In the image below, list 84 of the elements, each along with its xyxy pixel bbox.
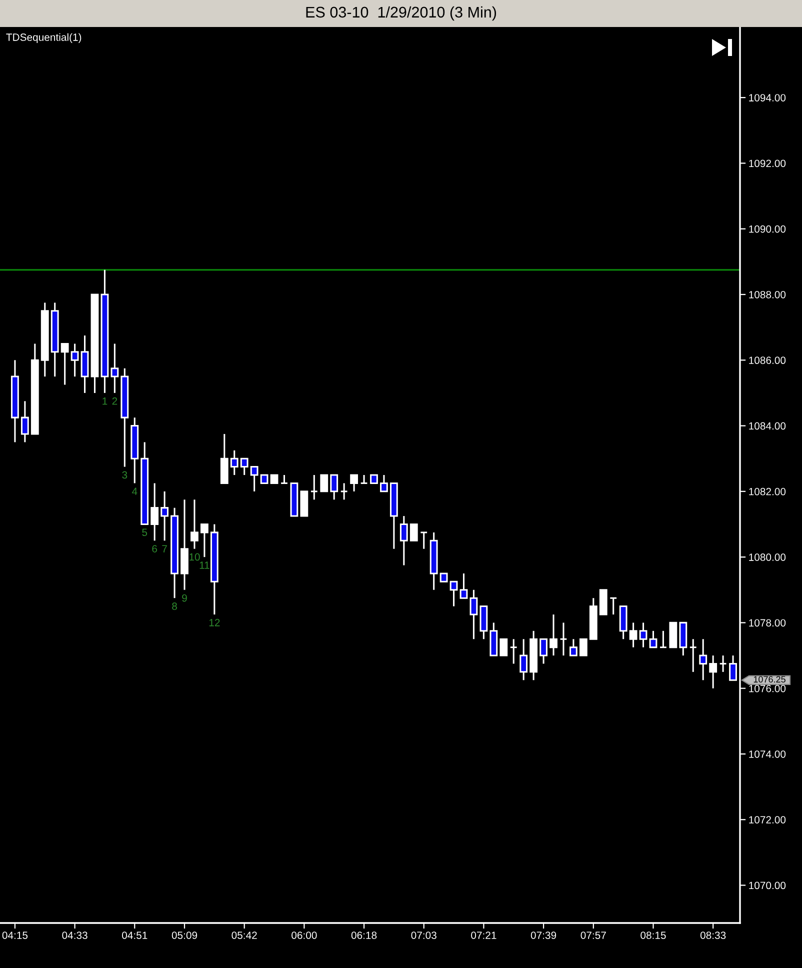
x-tick-label: 06:18 [351, 932, 377, 939]
candlestick [330, 474, 338, 500]
candlestick [230, 450, 238, 476]
x-tick-label: 04:33 [62, 932, 88, 939]
text: 11 [200, 562, 210, 569]
x-tick-label: 08:33 [700, 932, 726, 939]
candlestick [609, 597, 618, 616]
candlestick [420, 532, 428, 550]
x-tick-label: 05:09 [172, 932, 198, 939]
text: 10 [189, 553, 200, 561]
candlestick [70, 342, 79, 378]
candlestick [280, 474, 288, 484]
text: 5 [142, 528, 148, 536]
candlestick [400, 515, 408, 566]
candlestick [520, 638, 528, 681]
y-tick-label: 1086.00 [749, 356, 786, 364]
text: 3 [122, 471, 128, 479]
candlestick [550, 614, 558, 656]
text: 7 [162, 545, 167, 552]
y-tick-label: 1084.00 [749, 422, 786, 430]
x-tick-label: 07:03 [411, 932, 436, 939]
candlestick [510, 638, 518, 664]
candlestick [340, 482, 348, 500]
x-tick-label: 07:57 [580, 932, 606, 939]
y-tick-label: 1078.00 [749, 619, 786, 627]
candlestick [659, 630, 668, 648]
candlestick [569, 638, 578, 656]
candlestick [240, 458, 248, 476]
y-tick-label: 1072.00 [749, 816, 786, 824]
candlestick [579, 638, 588, 656]
candlestick [709, 654, 718, 690]
candlestick [190, 498, 198, 550]
candlestick [250, 466, 258, 492]
candlestick [560, 622, 568, 656]
candlestick [350, 474, 358, 492]
candlestick [410, 523, 418, 542]
y-tick-label: 1074.00 [749, 750, 786, 758]
candlestick [200, 523, 208, 558]
candlestick [160, 490, 169, 542]
candlestick [719, 654, 727, 673]
candlestick [110, 342, 119, 394]
text: 8 [172, 602, 177, 610]
y-tick-label: 1092.00 [749, 160, 786, 168]
y-tick-label: 1090.00 [749, 225, 786, 233]
candlestick [629, 622, 638, 648]
y-tick-label: 1070.00 [749, 882, 786, 890]
y-tick-label: 1076.00 [749, 684, 786, 692]
y-tick-label: 1080.00 [749, 554, 786, 561]
x-tick-label: 04:51 [122, 932, 148, 939]
candlestick [639, 622, 648, 648]
chart-title: ES 03-10 1/29/2010 (3 Min) [306, 6, 496, 21]
candlestick [699, 638, 708, 681]
text: 6 [152, 545, 158, 552]
y-tick-label: 1088.00 [749, 290, 786, 298]
candlestick [450, 580, 458, 608]
text: 9 [182, 594, 187, 602]
candlestick [689, 638, 698, 673]
text: 1 [102, 398, 108, 405]
candlestick [500, 638, 508, 656]
x-tick-label: 07:21 [471, 932, 496, 939]
text: 4 [132, 488, 138, 495]
y-tick-label: 1094.00 [749, 94, 786, 102]
candlestick [60, 342, 69, 386]
x-tick-label: 08:15 [640, 932, 666, 939]
x-tick-label: 06:00 [292, 932, 317, 939]
x-tick-label: 07:39 [530, 932, 556, 939]
candlestick [470, 589, 478, 640]
text: 2 [112, 397, 118, 405]
candlestick [540, 638, 548, 664]
candlestick [649, 630, 658, 648]
candlestick [380, 474, 388, 492]
y-tick-label: 1082.00 [749, 488, 786, 496]
candlestick [310, 474, 318, 500]
text: 1076.25 [754, 676, 786, 683]
x-tick-label: 04:15 [2, 932, 28, 939]
candlestick [729, 654, 737, 681]
candlestick [150, 482, 159, 542]
text: 12 [209, 618, 220, 626]
candlestick [460, 572, 468, 599]
candlestick [320, 474, 328, 492]
x-tick-label: 05:42 [232, 932, 257, 939]
annotation: TDSequential(1) [6, 33, 82, 43]
candlestick [360, 474, 368, 484]
candlestick [20, 400, 29, 443]
